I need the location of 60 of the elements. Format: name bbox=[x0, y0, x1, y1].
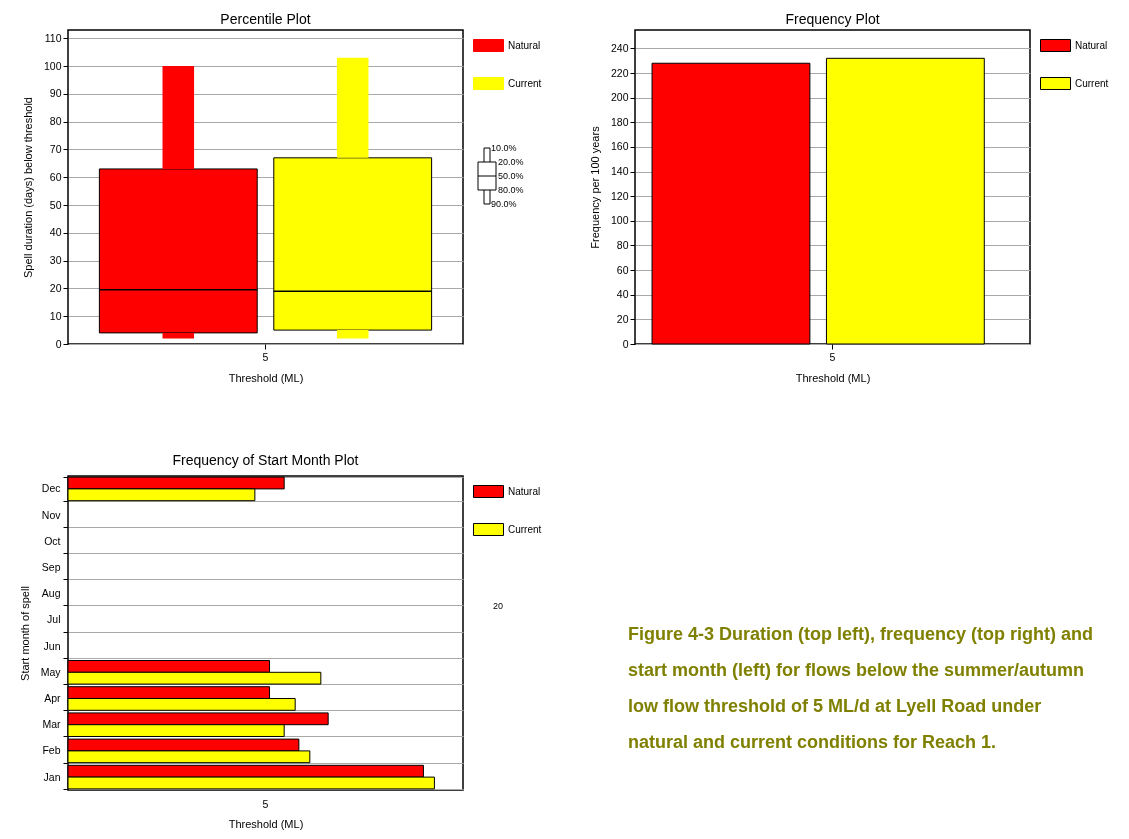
y-tick-label: 90 bbox=[49, 87, 62, 100]
y-tick-label: Jul bbox=[47, 613, 61, 626]
chart-title: Frequency of Start Month Plot bbox=[172, 452, 359, 468]
y-tick-label: 200 bbox=[610, 91, 629, 104]
y-tick-label: Dec bbox=[41, 482, 61, 495]
y-tick-label: Jan bbox=[43, 770, 61, 783]
text: 20.0% bbox=[498, 157, 524, 167]
y-tick-label: Feb bbox=[42, 744, 61, 757]
y-tick-label: 80 bbox=[49, 115, 62, 128]
text: 90.0% bbox=[491, 199, 517, 209]
y-tick-label: 40 bbox=[49, 226, 62, 239]
legend-label: Natural bbox=[1075, 39, 1108, 51]
text: 5 bbox=[262, 798, 269, 810]
y-tick-label: 100 bbox=[43, 59, 62, 72]
text: 10.0% bbox=[491, 143, 517, 153]
x-axis-title: Threshold (ML) bbox=[228, 817, 304, 830]
y-tick-label: 30 bbox=[49, 254, 62, 267]
y-tick-label: 120 bbox=[610, 189, 629, 202]
y-tick-label: 80 bbox=[616, 238, 629, 251]
y-tick-label: 60 bbox=[616, 263, 629, 276]
y-axis-title: Spell duration (days) below threshold bbox=[21, 97, 34, 278]
legend-label: Natural bbox=[508, 39, 541, 51]
y-tick-label: Oct bbox=[44, 534, 61, 547]
legend-label: Current bbox=[1075, 77, 1109, 89]
y-tick-label: 110 bbox=[44, 31, 62, 44]
y-tick-label: 140 bbox=[610, 165, 629, 178]
y-tick-label: 0 bbox=[622, 337, 629, 350]
text: 80.0% bbox=[498, 185, 524, 195]
y-tick-label: Mar bbox=[42, 718, 61, 731]
x-axis-title: Threshold (ML) bbox=[795, 372, 871, 384]
y-tick-label: Sep bbox=[41, 561, 61, 573]
y-tick-label: 180 bbox=[610, 115, 629, 128]
x-axis-title: Threshold (ML) bbox=[228, 372, 304, 384]
caption: Figure 4-3 Duration (top left), frequency (top right) and start month (left) for flows below the summer/autumn low flow threshold of 5 ML/d at Lyell Road under natural and current conditions for Reach 1. bbox=[628, 624, 1093, 752]
y-tick-label: 70 bbox=[49, 142, 62, 155]
legend-label: Current bbox=[508, 523, 542, 535]
y-tick-label: 100 bbox=[610, 214, 629, 227]
legend-label: Current bbox=[508, 77, 542, 89]
y-axis-title: Frequency per 100 years bbox=[588, 125, 601, 249]
y-tick-label: 0 bbox=[55, 337, 62, 350]
y-tick-label: 20 bbox=[616, 312, 629, 325]
chart-title: Frequency Plot bbox=[785, 11, 880, 27]
y-tick-label: 50 bbox=[49, 198, 62, 211]
y-tick-label: Nov bbox=[41, 508, 62, 521]
legend-label: Natural bbox=[508, 485, 541, 497]
y-tick-label: 160 bbox=[610, 140, 629, 153]
y-axis-title: Start month of spell bbox=[18, 586, 31, 681]
text: 20 bbox=[492, 601, 504, 611]
y-tick-label: 220 bbox=[610, 66, 629, 79]
y-tick-label: 10 bbox=[49, 309, 62, 322]
y-tick-label: Aug bbox=[41, 587, 61, 600]
y-tick-label: 60 bbox=[49, 170, 62, 183]
y-tick-label: 240 bbox=[610, 41, 629, 54]
chart-title: Percentile Plot bbox=[220, 11, 311, 27]
y-tick-label: 20 bbox=[49, 281, 62, 294]
text: 50.0% bbox=[498, 171, 524, 181]
y-tick-label: May bbox=[40, 665, 62, 678]
y-tick-label: 40 bbox=[616, 288, 629, 301]
y-tick-label: Apr bbox=[44, 692, 61, 704]
y-tick-label: Jun bbox=[43, 639, 61, 652]
